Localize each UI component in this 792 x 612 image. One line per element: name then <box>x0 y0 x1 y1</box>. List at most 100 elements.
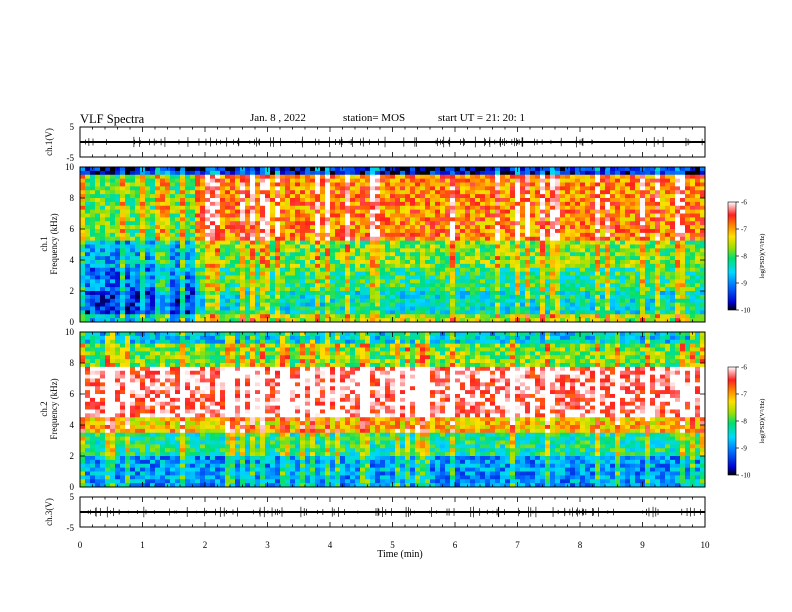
spectrogram-cell <box>80 260 86 265</box>
spectrogram-cell <box>95 221 101 226</box>
spectrogram-cell <box>255 198 261 203</box>
spectrogram-cell <box>530 194 536 199</box>
spectrogram-cell <box>395 213 401 218</box>
spectrogram-cell <box>95 225 101 230</box>
spectrogram-cell <box>330 256 336 261</box>
spectrogram-cell <box>665 256 671 261</box>
spectrogram-cell <box>620 263 626 269</box>
spectrogram-cell <box>465 271 471 276</box>
spectrogram-cell <box>85 178 91 183</box>
spectrogram-cell <box>500 198 506 203</box>
spectrogram-cell <box>450 167 456 172</box>
spectrogram-cell <box>505 229 511 234</box>
spectrogram-cell <box>305 291 311 296</box>
spectrogram-cell <box>600 217 606 222</box>
spectrogram-cell <box>190 310 196 315</box>
spectrogram-cell <box>510 271 516 276</box>
spectrogram-cell <box>235 306 241 311</box>
spectrogram-cell <box>170 240 176 245</box>
spectrogram-cell <box>225 209 231 214</box>
spectrogram-cell <box>255 314 261 319</box>
spectrogram-cell <box>590 248 596 253</box>
spectrogram-cell <box>80 178 86 183</box>
spectrogram-cell <box>125 287 131 292</box>
spectrogram-cell <box>470 186 476 191</box>
spectrogram-cell <box>475 306 481 311</box>
spectrogram-cell <box>215 287 221 292</box>
spectrogram-cell <box>230 283 236 288</box>
spectrogram-cell <box>580 240 586 245</box>
spectrogram-cell <box>565 225 571 230</box>
spectrogram-cell <box>115 186 121 191</box>
spectrogram-cell <box>85 248 91 253</box>
spectrogram-cell <box>525 194 531 199</box>
spectrogram-cell <box>95 260 101 265</box>
spectrogram-cell <box>530 275 536 280</box>
spectrogram-cell <box>165 201 171 207</box>
spectrogram-cell <box>625 314 631 319</box>
spectrogram-cell <box>435 198 441 203</box>
spectrogram-cell <box>405 291 411 296</box>
spectrogram-cell <box>505 260 511 265</box>
spectrogram-cell <box>100 221 106 226</box>
spectrogram-cell <box>220 314 226 319</box>
spectrogram-cell <box>590 314 596 319</box>
spectrogram-cell <box>165 190 171 195</box>
spectrogram-cell <box>510 213 516 218</box>
spectrogram-cell <box>355 306 361 311</box>
spectrogram-cell <box>80 232 86 238</box>
spectrogram-cell <box>435 213 441 218</box>
spectrogram-cell <box>235 279 241 284</box>
spectrogram-cell <box>225 298 231 304</box>
spectrogram-cell <box>620 306 626 311</box>
spectrogram-cell <box>590 252 596 257</box>
spectrogram-cell <box>485 178 491 183</box>
spectrogram-cell <box>620 217 626 222</box>
spectrogram-cell <box>515 314 521 319</box>
spectrogram-cell <box>370 294 376 300</box>
spectrogram-cell <box>210 271 216 276</box>
spectrogram-cell <box>455 263 461 269</box>
spectrogram-cell <box>600 178 606 183</box>
spectrogram-cell <box>255 287 261 292</box>
spectrogram-cell <box>480 178 486 183</box>
spectrogram-cell <box>600 267 606 273</box>
spectrogram-cell <box>585 221 591 226</box>
spectrogram-cell <box>565 198 571 203</box>
spectrogram-cell <box>320 318 326 323</box>
spectrogram-cell <box>295 182 301 187</box>
spectrogram-cell <box>150 256 156 261</box>
spectrogram-cell <box>400 225 406 230</box>
spectrogram-cell <box>275 190 281 195</box>
spectrogram-cell <box>570 287 576 292</box>
spectrogram-cell <box>545 182 551 187</box>
spectrogram-cell <box>130 186 136 191</box>
spectrogram-cell <box>645 314 651 319</box>
spectrogram-cell <box>670 229 676 234</box>
spectrogram-cell <box>110 260 116 265</box>
spectrogram-cell <box>550 229 556 234</box>
spectrogram-cell <box>315 260 321 265</box>
spectrogram-cell <box>520 279 526 284</box>
spectrogram-cell <box>205 248 211 253</box>
spectrogram-cell <box>625 306 631 311</box>
spectrogram-cell <box>120 256 126 261</box>
spectrogram-cell <box>230 279 236 284</box>
spectrogram-cell <box>190 209 196 214</box>
spectrogram-cell <box>460 267 466 273</box>
spectrogram-cell <box>655 298 661 304</box>
spectrogram-cell <box>95 190 101 195</box>
spectrogram-cell <box>355 229 361 234</box>
spectrogram-cell <box>665 201 671 207</box>
spectrogram-cell <box>630 291 636 296</box>
spectrogram-cell <box>540 190 546 195</box>
spectrogram-cell <box>165 294 171 300</box>
spectrogram-cell <box>335 182 341 187</box>
spectrogram-cell <box>620 287 626 292</box>
spectrogram-cell <box>460 178 466 183</box>
spectrogram-cell <box>350 291 356 296</box>
spectrogram-cell <box>535 170 541 176</box>
spectrogram-cell <box>520 209 526 214</box>
spectrogram-cell <box>570 205 576 211</box>
spectrogram-cell <box>175 213 181 218</box>
